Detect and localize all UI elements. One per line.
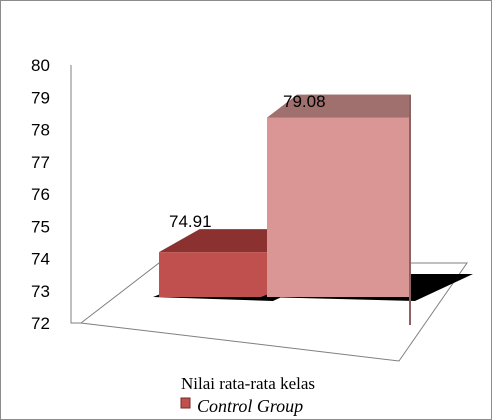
category-label: Nilai rata-rata kelas <box>181 374 315 393</box>
y-tick-label: 77 <box>31 153 50 172</box>
y-tick-label: 74 <box>31 250 50 269</box>
legend: Control Group <box>180 396 303 416</box>
y-tick-label: 73 <box>31 282 50 301</box>
y-tick-label: 78 <box>31 121 50 140</box>
data-label: 74.91 <box>169 212 212 231</box>
bar-side-edge <box>409 94 411 301</box>
y-tick-label: 72 <box>31 314 50 333</box>
data-labels: 74.91 79.08 <box>169 92 326 231</box>
legend-entry-control-group: Control Group <box>197 396 303 416</box>
legend-swatch <box>180 397 191 409</box>
floor-plane <box>79 262 468 362</box>
y-tick-label: 79 <box>31 88 50 107</box>
y-axis: 72 73 74 75 76 77 78 79 80 <box>31 56 50 333</box>
bar-front <box>267 117 409 297</box>
chart-walls <box>70 65 468 362</box>
back-wall-edge <box>70 65 81 324</box>
y-tick-label: 80 <box>31 56 50 75</box>
bar-top-right <box>267 94 409 118</box>
bar-top <box>159 229 267 253</box>
y-tick-label: 75 <box>31 217 50 236</box>
bars <box>153 94 473 325</box>
data-label: 79.08 <box>283 92 326 111</box>
y-tick-label: 76 <box>31 185 50 204</box>
bar-front <box>159 252 267 297</box>
